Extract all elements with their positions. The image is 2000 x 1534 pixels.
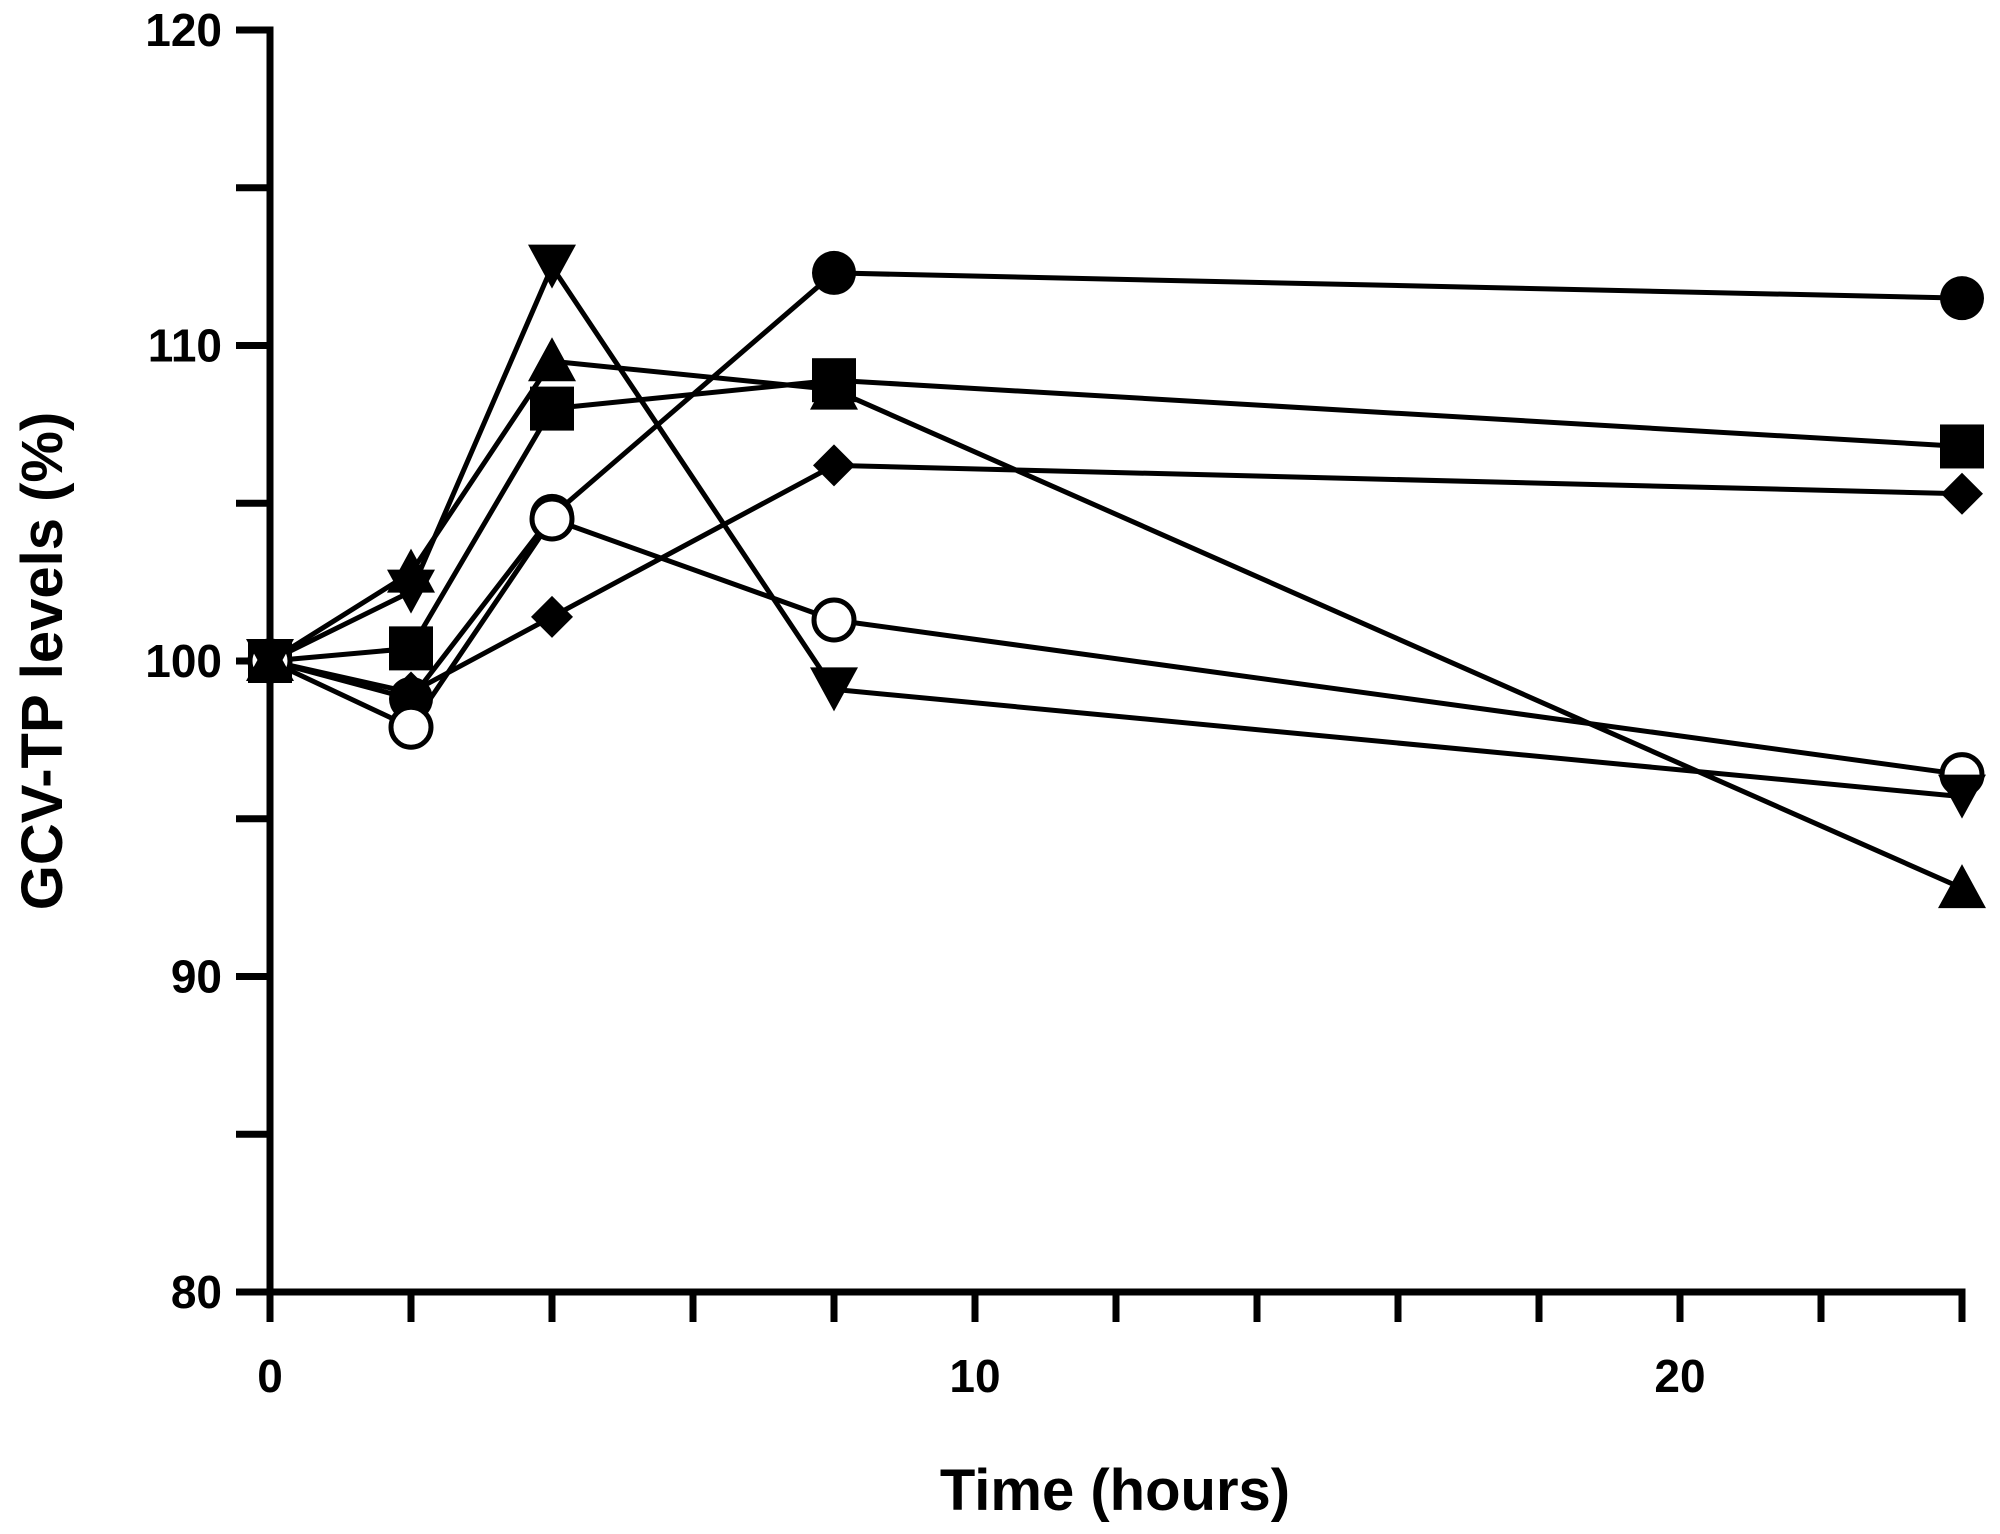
series-markers: [246, 244, 1986, 909]
series-line-triangle-up: [268, 358, 1964, 891]
series-line-square: [269, 377, 1963, 664]
data-point-triangle-down: [1938, 774, 1986, 819]
series-lines: [268, 264, 1964, 891]
data-point-triangle-down: [810, 667, 858, 712]
x-tick-label: 10: [949, 1350, 1000, 1402]
data-point-triangle-up: [387, 548, 435, 593]
data-point-circle-filled: [1940, 276, 1984, 321]
y-tick-label: 110: [148, 320, 222, 372]
x-axis-title: Time (hours): [940, 1458, 1290, 1523]
data-point-circle-open: [529, 496, 575, 542]
data-point-diamond: [390, 671, 432, 714]
series-line-circle-open: [268, 516, 1963, 778]
data-point-circle-filled: [812, 250, 856, 295]
y-tick-label: 90: [171, 951, 222, 1003]
y-ticks: 80 90 100 110 120: [145, 4, 270, 1318]
series-line-triangle-down: [268, 264, 1963, 800]
data-point-square: [389, 626, 433, 671]
y-tick-label: 120: [145, 4, 222, 56]
data-point-triangle-down: [528, 244, 576, 289]
data-point-diamond: [1941, 472, 1983, 515]
data-point-triangle-up: [1938, 864, 1986, 909]
x-ticks: 0 10 20: [257, 1292, 1966, 1402]
x-tick-label: 0: [257, 1350, 283, 1402]
data-point-triangle-up: [528, 337, 576, 382]
y-axis-title: GCV-TP levels (%): [10, 412, 75, 911]
x-tick-label: 20: [1654, 1350, 1705, 1402]
data-point-circle-open: [388, 704, 434, 750]
y-tick-label: 100: [145, 635, 222, 687]
data-point-square: [530, 386, 574, 431]
y-tick-label: 80: [171, 1266, 222, 1318]
data-point-circle-open: [811, 597, 857, 643]
data-point-diamond: [813, 444, 855, 487]
data-point-square: [1940, 424, 1984, 469]
data-point-diamond: [531, 595, 573, 638]
data-point-triangle-up: [810, 365, 858, 410]
data-point-triangle-up: [246, 637, 294, 681]
